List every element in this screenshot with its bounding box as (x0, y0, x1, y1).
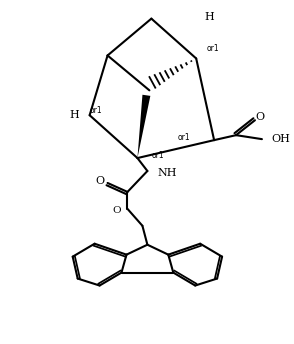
Text: H: H (70, 110, 80, 120)
Text: OH: OH (271, 134, 290, 144)
Text: O: O (255, 112, 265, 122)
Text: NH: NH (157, 168, 177, 178)
Text: or1: or1 (90, 106, 103, 115)
Text: O: O (95, 176, 104, 186)
Text: or1: or1 (206, 44, 219, 53)
Text: or1: or1 (151, 151, 164, 160)
Polygon shape (137, 95, 150, 158)
Text: or1: or1 (177, 133, 190, 142)
Text: O: O (112, 206, 121, 215)
Text: H: H (204, 12, 214, 22)
